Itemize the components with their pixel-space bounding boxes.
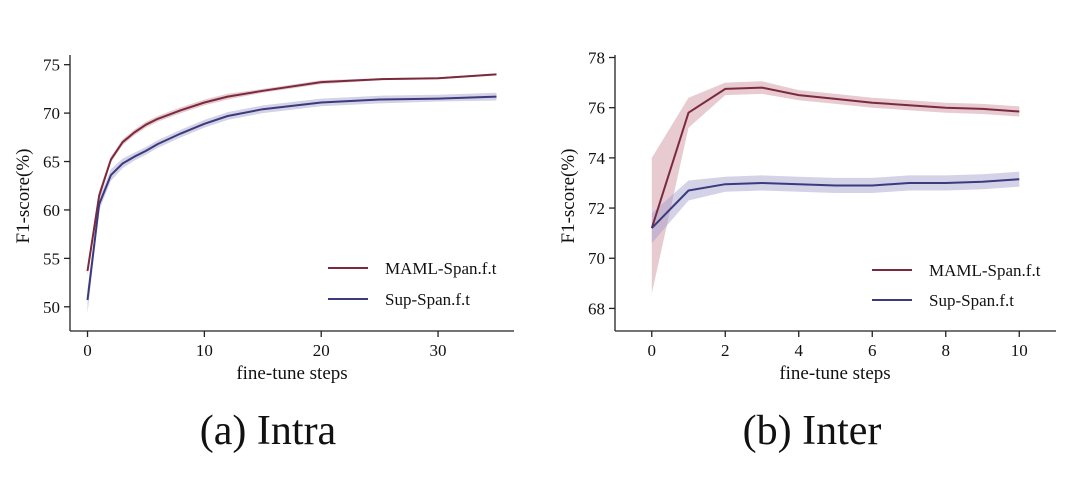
band-sup	[651, 171, 1020, 244]
legend: MAML-Span.f.t Sup-Span.f.t	[328, 259, 497, 309]
x-tick-label: 4	[795, 341, 804, 360]
y-tick-label: 76	[588, 99, 605, 118]
x-tick-label: 8	[942, 341, 951, 360]
y-tick-label: 72	[588, 199, 605, 218]
plot-area	[86, 73, 497, 314]
plot-area	[650, 81, 1020, 294]
legend-label-sup: Sup-Span.f.t	[929, 291, 1014, 310]
y-tick-label: 75	[43, 56, 60, 75]
x-tick-label: 2	[721, 341, 730, 360]
y-tick-label: 50	[43, 298, 60, 317]
y-tick-label: 55	[43, 249, 60, 268]
y-tick-label: 70	[43, 104, 60, 123]
series-line-sup	[651, 178, 1020, 229]
x-tick-label: 0	[83, 341, 92, 360]
x-tick-label: 0	[648, 341, 657, 360]
legend: MAML-Span.f.t Sup-Span.f.t	[872, 261, 1041, 310]
x-tick-label: 10	[196, 341, 213, 360]
caption-inter: (b) Inter	[743, 408, 882, 454]
y-axis-label: F1-score(%)	[558, 149, 579, 244]
legend-label-sup: Sup-Span.f.t	[385, 290, 470, 309]
x-tick-label: 30	[430, 341, 447, 360]
caption-intra: (a) Intra	[200, 408, 337, 454]
y-tick-label: 68	[588, 299, 605, 318]
x-tick-label: 10	[1011, 341, 1028, 360]
legend-label-maml: MAML-Span.f.t	[385, 259, 497, 278]
band-maml	[651, 81, 1020, 294]
series-line-sup	[86, 95, 497, 301]
series-line-maml	[86, 73, 497, 272]
x-tick-label: 6	[868, 341, 877, 360]
legend-label-maml: MAML-Span.f.t	[929, 261, 1041, 280]
y-tick-label: 60	[43, 201, 60, 220]
y-axis-label: F1-score(%)	[13, 149, 34, 244]
y-tick-label: 78	[588, 49, 605, 68]
series-line-maml	[650, 86, 1020, 229]
y-tick-label: 70	[588, 249, 605, 268]
x-axis-label: fine-tune steps	[236, 363, 347, 384]
y-tick-label: 74	[588, 149, 606, 168]
y-tick-label: 65	[43, 153, 60, 172]
x-axis-label: fine-tune steps	[779, 363, 890, 384]
tick-layer: 0 10 20 30 50 55 60 65 70 75	[43, 56, 447, 360]
chart-intra: 0 10 20 30 50 55 60 65 70 75 F1-score(%) fine-tun…	[13, 55, 514, 454]
x-tick-label: 20	[313, 341, 330, 360]
